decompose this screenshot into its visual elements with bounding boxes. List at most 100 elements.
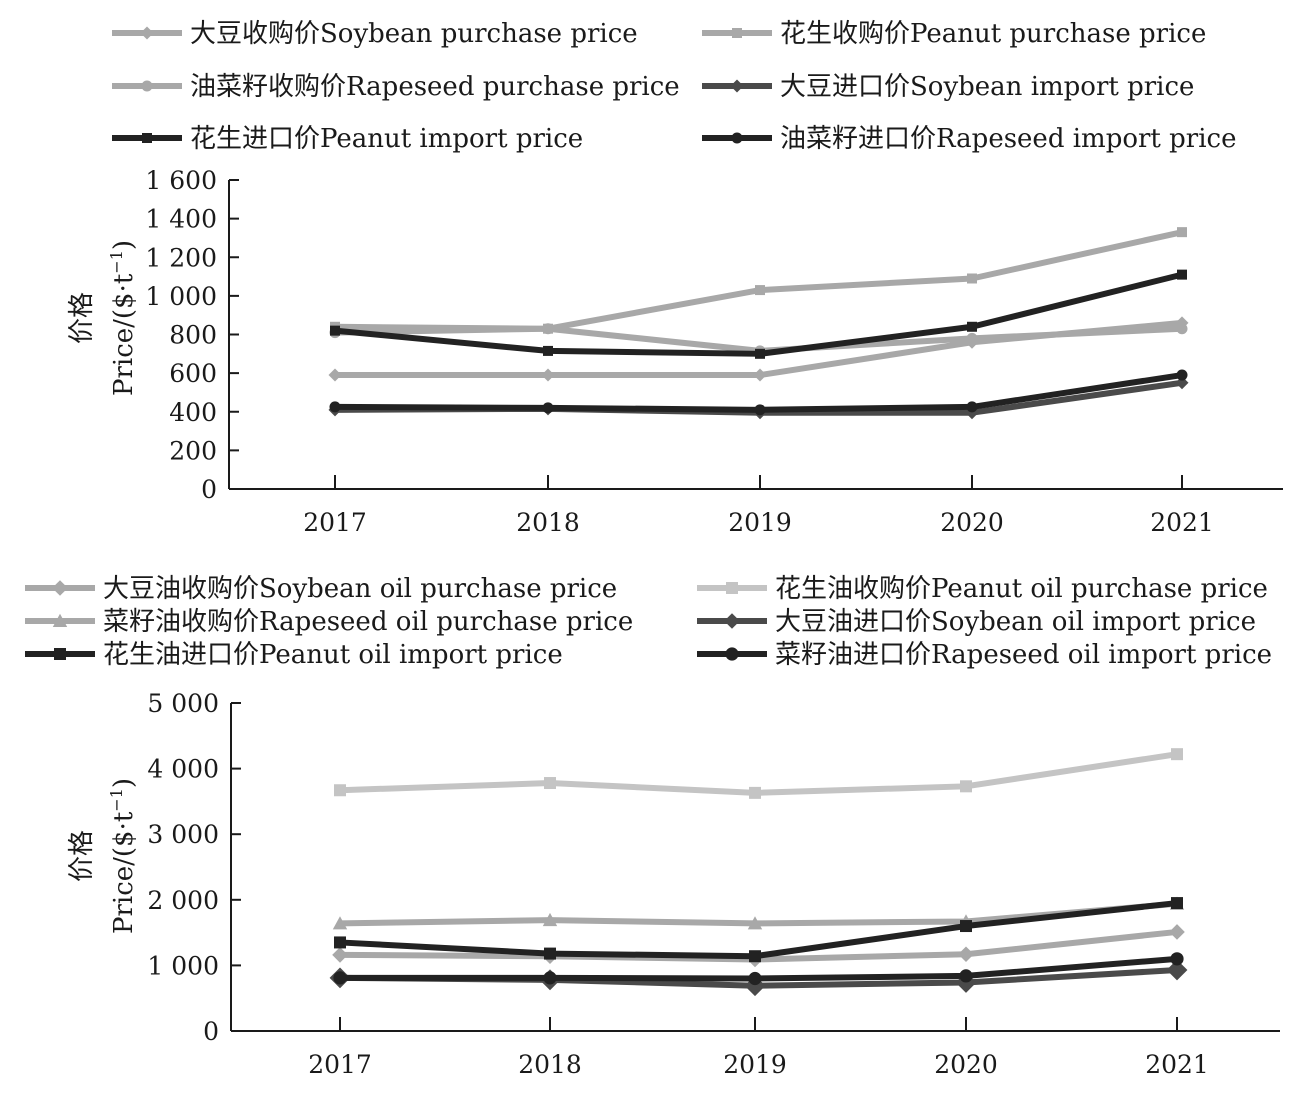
chart-1-legend-marker-2 [732, 28, 742, 38]
chart-1-x-tick-label: 2021 [1150, 508, 1214, 537]
chart-2-series-6-point-5 [1170, 952, 1184, 966]
chart-1-y-tick-label: 200 [169, 436, 217, 465]
chart-2-legend-label-6: 菜籽油进口价Rapeseed oil import price [775, 640, 1272, 670]
chart-2-series-1-point-1 [332, 947, 348, 963]
chart-2-axes: 0 1 000 2 000 3 000 4 000 5 000 2017 2018 2019 20… [67, 689, 1280, 1079]
chart-2-legend-marker-1 [52, 580, 68, 596]
chart-2-series-6 [333, 952, 1184, 986]
chart-2-legend-marker-4 [724, 613, 740, 629]
chart-2-series-4-point-5 [1166, 959, 1188, 981]
chart-1-series-5-point-2 [543, 345, 553, 356]
chart-1-y-tick-label: 800 [169, 321, 217, 350]
chart-1-series-3-point-5 [1176, 323, 1188, 335]
chart-2-y-axis-label-cn: 价格 [67, 830, 97, 882]
chart-2-y-tick-label: 0 [203, 1017, 219, 1046]
chart-2-series-6-point-4 [959, 969, 973, 983]
chart-2-legend-label-4: 大豆油进口价Soybean oil import price [775, 607, 1256, 637]
chart-1-series-2-point-4 [967, 273, 977, 284]
chart-1-y-axis-label-en: Price/($·t−1) [107, 240, 139, 396]
chart-1-series-1-point-2 [541, 368, 555, 382]
chart-1-x-tick-label: 2018 [516, 508, 580, 537]
chart-2-series-1-point-5 [1169, 924, 1185, 940]
chart-1: 大豆收购价Soybean purchase price 花生收购价Peanut p… [67, 19, 1283, 537]
chart-2-series-5-point-3 [749, 950, 761, 963]
chart-1-legend-label-3: 油菜籽收购价Rapeseed purchase price [190, 72, 680, 102]
chart-2-series [329, 748, 1188, 997]
chart-1-legend-label-2: 花生收购价Peanut purchase price [780, 19, 1206, 49]
chart-2-y-tick-label: 5 000 [147, 689, 219, 718]
chart-2-legend-label-1: 大豆油收购价Soybean oil purchase price [103, 574, 617, 604]
chart-1-legend-label-4: 大豆进口价Soybean import price [780, 72, 1194, 102]
chart-2-legend-marker-2 [726, 582, 738, 594]
chart-1-y-tick-label: 600 [169, 359, 217, 388]
chart-1-legend-label-5: 花生进口价Peanut import price [190, 124, 583, 154]
chart-2-x-tick-label: 2020 [934, 1050, 998, 1079]
chart-2-series-3-point-1 [332, 916, 348, 930]
chart-2-series-2-point-1 [334, 784, 346, 797]
chart-2-series-6-point-3 [748, 971, 762, 986]
chart-2-series-1-point-4 [958, 946, 974, 963]
chart-1-series-3-point-4 [966, 332, 978, 344]
chart-1-x-tick-label: 2019 [728, 508, 792, 537]
chart-2-series-5-point-2 [544, 947, 556, 960]
chart-1-series-1-point-3 [753, 368, 767, 382]
chart-2-x-tick-label: 2018 [518, 1050, 582, 1079]
chart-1-y-tick-label: 0 [201, 475, 217, 504]
chart-1-x-tick-label: 2017 [303, 508, 367, 537]
chart-1-legend-marker-4 [730, 79, 744, 93]
chart-2-legend-marker-3 [52, 613, 68, 627]
chart-1-legend-marker-1 [140, 26, 154, 40]
chart-1-legend-marker-6 [731, 132, 743, 144]
chart-2-legend-label-5: 花生油进口价Peanut oil import price [103, 640, 563, 670]
chart-1-series-4-point-5 [1175, 376, 1189, 390]
chart-2-series-5 [334, 897, 1183, 963]
chart-2-series-5-line [339, 900, 1178, 960]
chart-2-series-3-point-3 [747, 916, 763, 930]
chart-2-series-5-point-5 [1171, 897, 1183, 910]
chart-1-series-6 [329, 369, 1188, 416]
chart-1-legend-label-6: 油菜籽进口价Rapeseed import price [780, 124, 1236, 154]
chart-2-series-6-point-1 [333, 971, 347, 985]
chart-1-series [328, 227, 1189, 420]
chart-2-legend: 大豆油收购价Soybean oil purchase price 花生油收购价Pe… [25, 574, 1272, 670]
chart-1-series-5-point-1 [330, 325, 340, 336]
chart-2-y-tick-label: 3 000 [147, 820, 219, 849]
chart-1-series-2-point-5 [1177, 227, 1187, 238]
chart-1-series-5-point-3 [755, 348, 765, 359]
chart-2-series-3-point-2 [542, 912, 558, 927]
chart-1-legend: 大豆收购价Soybean purchase price 花生收购价Peanut p… [112, 19, 1236, 154]
chart-1-y-tick-label: 1 200 [145, 243, 217, 272]
chart-1-axes: 0 200 400 600 800 1 000 1 200 1 400 1 600 2017 201… [67, 166, 1283, 537]
chart-1-series-3-point-2 [542, 323, 554, 335]
chart-1-y-axis-label-cn: 价格 [67, 292, 97, 344]
chart-2-series-2 [334, 748, 1183, 799]
chart-2-legend-marker-5 [54, 648, 66, 660]
chart-2-legend-label-2: 花生油收购价Peanut oil purchase price [775, 574, 1268, 604]
chart-2-y-axis-label: 价格 Price/($·t−1) [67, 778, 139, 934]
chart-1-y-tick-label: 400 [169, 398, 217, 427]
chart-2-x-tick-label: 2019 [723, 1050, 787, 1079]
chart-1-series-6-point-4 [966, 401, 978, 413]
chart-1-x-tick-label: 2020 [940, 508, 1004, 537]
chart-2-series-2-point-5 [1171, 748, 1183, 761]
chart-2-series-3-line [339, 900, 1178, 927]
chart-2-x-tick-label: 2021 [1145, 1050, 1209, 1079]
chart-1-y-tick-label: 1 600 [145, 166, 217, 195]
chart-1-legend-marker-3 [141, 80, 153, 92]
chart-2-legend-label-3: 菜籽油收购价Rapeseed oil purchase price [103, 607, 633, 637]
chart-1-series-2-line [334, 229, 1183, 332]
chart-1-y-axis-label: 价格 Price/($·t−1) [67, 240, 139, 396]
chart-2-series-2-point-3 [749, 786, 761, 799]
chart-2-series-5-point-1 [334, 936, 346, 949]
chart-2-series-6-point-2 [543, 971, 557, 985]
chart-2-y-tick-label: 2 000 [147, 886, 219, 915]
chart-1-legend-label-1: 大豆收购价Soybean purchase price [190, 19, 638, 49]
chart-2-series-5-point-4 [960, 920, 972, 933]
chart-2-series-2-point-4 [960, 780, 972, 793]
chart-1-series-2 [330, 227, 1187, 334]
chart-1-series-6-point-2 [542, 402, 554, 414]
chart-2-series-2-point-2 [544, 777, 556, 790]
chart-1-series-6-point-3 [754, 404, 766, 416]
chart-1-series-5-point-4 [967, 321, 977, 332]
